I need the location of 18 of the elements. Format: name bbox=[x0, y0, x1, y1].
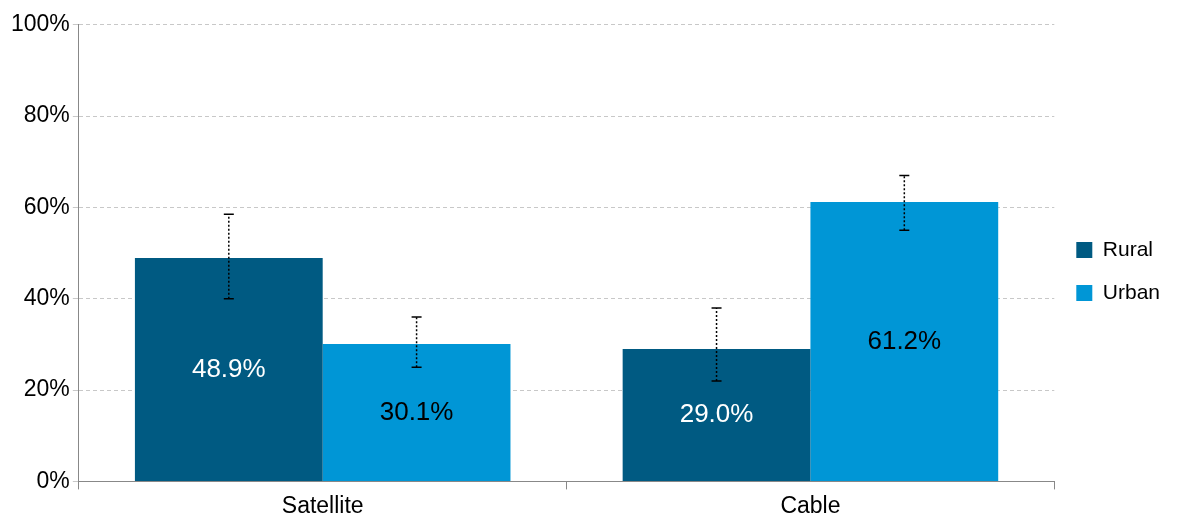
bar bbox=[134, 258, 323, 481]
y-tick-label: 20% bbox=[23, 375, 70, 402]
data-label: 48.9% bbox=[191, 352, 266, 383]
bar bbox=[322, 343, 511, 481]
data-label: 30.1% bbox=[379, 395, 454, 426]
x-tick-label: Satellite bbox=[281, 491, 364, 518]
data-label: 29.0% bbox=[679, 398, 754, 429]
y-tick-label: 80% bbox=[23, 101, 70, 128]
y-tick-label: 60% bbox=[23, 192, 70, 219]
y-tick-label: 100% bbox=[11, 10, 70, 37]
x-tick-label: Cable bbox=[780, 491, 841, 518]
legend-label: Rural bbox=[1102, 236, 1153, 260]
bar bbox=[810, 201, 999, 481]
y-tick-label: 40% bbox=[23, 284, 70, 311]
legend-label: Urban bbox=[1102, 279, 1161, 303]
bar bbox=[622, 348, 811, 481]
y-tick-label: 0% bbox=[36, 466, 70, 493]
data-label: 61.2% bbox=[867, 324, 942, 355]
